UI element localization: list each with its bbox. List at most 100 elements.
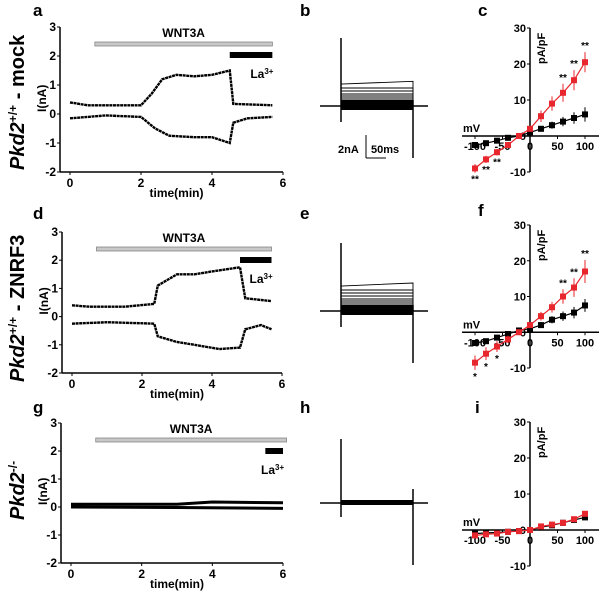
x-tick-label: -50 bbox=[495, 535, 511, 547]
current-trace-1 bbox=[71, 321, 272, 351]
data-point bbox=[582, 302, 588, 309]
current-trace-0 bbox=[71, 265, 272, 308]
y-tick-label: 10 bbox=[514, 489, 526, 501]
data-point bbox=[494, 149, 500, 156]
data-point bbox=[582, 514, 588, 521]
significance-marker: ** bbox=[559, 278, 567, 289]
data-point bbox=[527, 527, 533, 533]
wnt3a-label: WNT3A bbox=[163, 231, 206, 245]
current-traces-h bbox=[320, 439, 428, 565]
y-axis-label: I(nA) bbox=[35, 85, 49, 112]
x-tick-label: -100 bbox=[464, 535, 486, 547]
y-tick-label: 30 bbox=[514, 417, 526, 429]
data-point bbox=[494, 334, 500, 341]
time-course-g: -2 -1 0 1 2 3 0 2 4 6 time(min) I(nA) WNT3A La3+ bbox=[36, 416, 287, 591]
data-point bbox=[505, 134, 511, 141]
y-tick-label: 3 bbox=[49, 20, 56, 34]
scale-current-label: 2nA bbox=[338, 144, 359, 156]
panel-label-e: e bbox=[300, 204, 309, 223]
data-point bbox=[560, 313, 566, 320]
data-point bbox=[527, 125, 533, 132]
data-point bbox=[560, 519, 566, 526]
x-axis-label: mV bbox=[463, 123, 481, 135]
data-point bbox=[494, 530, 500, 537]
data-point bbox=[483, 140, 489, 147]
x-tick-label: 6 bbox=[280, 567, 287, 581]
data-point bbox=[505, 336, 511, 343]
data-point bbox=[505, 142, 511, 148]
wnt3a-label: WNT3A bbox=[162, 26, 205, 40]
y-tick-label: 0 bbox=[520, 131, 526, 143]
y-tick-label: 20 bbox=[514, 256, 526, 268]
panel-label-c: c bbox=[478, 1, 487, 20]
panel-label-i: i bbox=[475, 398, 480, 417]
data-point bbox=[571, 309, 577, 316]
panel-label-g: g bbox=[33, 398, 43, 417]
sweep-cluster bbox=[341, 100, 413, 110]
significance-marker: ** bbox=[581, 41, 589, 52]
data-point bbox=[538, 313, 544, 320]
x-axis-label: time(min) bbox=[150, 577, 204, 591]
x-tick-label: 50 bbox=[551, 141, 563, 153]
data-point bbox=[483, 531, 489, 538]
data-point bbox=[483, 350, 489, 357]
sweep-cluster bbox=[341, 305, 413, 315]
significance-marker: ** bbox=[471, 175, 479, 186]
data-point bbox=[527, 129, 533, 136]
data-point bbox=[582, 59, 588, 66]
data-point bbox=[472, 165, 478, 172]
data-point bbox=[483, 338, 489, 345]
y-tick-label: 3 bbox=[51, 225, 58, 239]
x-tick-label: 100 bbox=[576, 141, 594, 153]
significance-marker: ** bbox=[581, 249, 589, 260]
wnt3a-label: WNT3A bbox=[170, 422, 213, 436]
data-point bbox=[582, 111, 588, 118]
data-point bbox=[560, 118, 566, 125]
data-point bbox=[538, 322, 544, 329]
y-tick-label: 30 bbox=[514, 23, 526, 35]
y-tick-label: -1 bbox=[45, 136, 56, 150]
x-tick-label: 50 bbox=[551, 535, 563, 547]
row-label-znrf3: Pkd2+/+ - ZNRF3 bbox=[6, 235, 29, 382]
y-tick-label: 2 bbox=[50, 444, 57, 458]
data-point bbox=[538, 113, 544, 120]
significance-marker: * bbox=[473, 372, 477, 383]
x-tick-label: 2 bbox=[138, 567, 145, 581]
y-tick-label: 0 bbox=[50, 500, 57, 514]
y-axis-label: pA/pF bbox=[536, 33, 548, 64]
current-trace-0 bbox=[71, 500, 284, 506]
data-point bbox=[494, 137, 500, 144]
data-point bbox=[527, 325, 533, 332]
la-bar bbox=[240, 257, 272, 263]
data-point bbox=[549, 316, 555, 323]
panel-label-a: a bbox=[33, 1, 43, 20]
time-course-a: -2 -1 0 1 2 3 0 2 4 6 time(min) I(nA) WNT3A La3+ bbox=[35, 20, 287, 200]
x-tick-label: 6 bbox=[279, 377, 286, 391]
x-axis-label: time(min) bbox=[150, 387, 204, 401]
y-tick-label: -2 bbox=[45, 165, 56, 179]
y-tick-label: 2 bbox=[49, 49, 56, 63]
y-tick-label: 2 bbox=[51, 253, 58, 267]
la-bar bbox=[229, 52, 273, 58]
y-axis-label: I(nA) bbox=[36, 478, 50, 505]
data-point bbox=[549, 304, 555, 311]
y-tick-label: -10 bbox=[510, 561, 526, 573]
x-tick-label: 6 bbox=[280, 176, 287, 190]
y-tick-label: 20 bbox=[514, 453, 526, 465]
x-tick-label: 2 bbox=[138, 176, 145, 190]
y-tick-label: 0 bbox=[520, 327, 526, 339]
panel-label-b: b bbox=[300, 1, 310, 20]
y-tick-label: -2 bbox=[47, 366, 58, 380]
data-point bbox=[483, 156, 489, 163]
x-tick-label: 4 bbox=[209, 567, 216, 581]
x-tick-label: 100 bbox=[576, 535, 594, 547]
data-point bbox=[472, 339, 478, 346]
data-point bbox=[516, 133, 522, 139]
x-axis-label: mV bbox=[463, 319, 481, 331]
significance-marker: ** bbox=[482, 165, 490, 176]
y-tick-label: 0 bbox=[51, 310, 58, 324]
y-tick-label: 30 bbox=[514, 220, 526, 232]
x-tick-label: 0 bbox=[527, 141, 533, 153]
